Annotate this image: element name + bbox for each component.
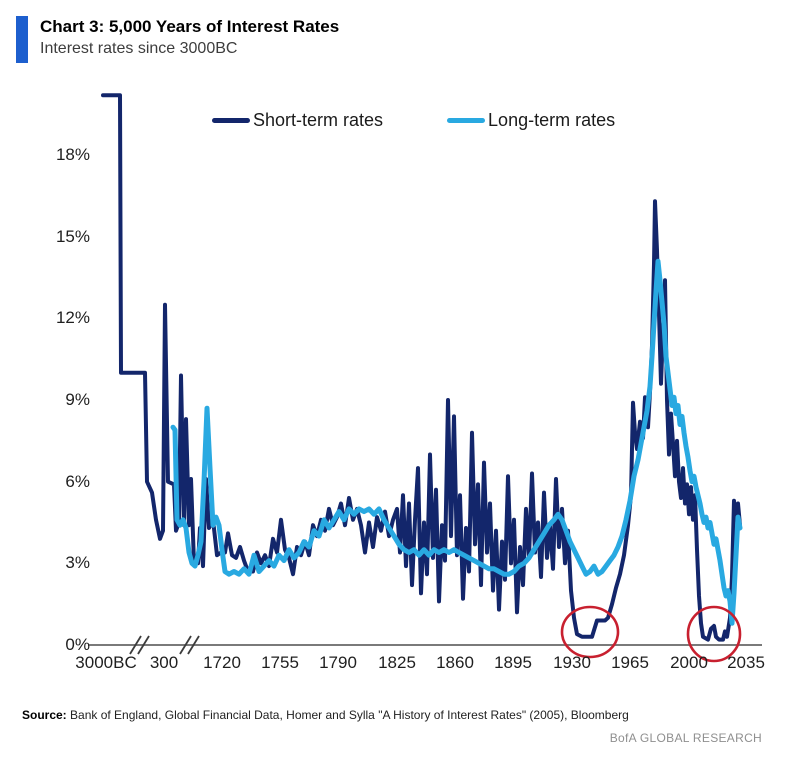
legend-label-short-term: Short-term rates bbox=[253, 110, 384, 130]
x-tick-label: 1965 bbox=[611, 653, 649, 672]
x-tick-label: 1720 bbox=[203, 653, 241, 672]
x-tick-label: 1895 bbox=[494, 653, 532, 672]
source-text: Bank of England, Global Financial Data, … bbox=[66, 708, 629, 722]
source-line: Source: Bank of England, Global Financia… bbox=[22, 708, 629, 722]
y-tick-label: 6% bbox=[65, 471, 90, 491]
y-tick-label: 18% bbox=[55, 145, 90, 165]
legend: Short-term rates Long-term rates bbox=[212, 110, 615, 131]
y-tick-label: 0% bbox=[65, 635, 90, 654]
y-tick-label: 9% bbox=[65, 390, 90, 410]
chart-title: Chart 3: 5,000 Years of Interest Rates bbox=[40, 17, 340, 36]
legend-item-short-term: Short-term rates bbox=[212, 110, 383, 131]
y-tick-label: 15% bbox=[55, 226, 90, 246]
y-tick-label: 3% bbox=[65, 553, 90, 573]
chart-header: Chart 3: 5,000 Years of Interest Rates I… bbox=[16, 16, 339, 63]
x-tick-label: 2035 bbox=[727, 653, 765, 672]
x-tick-label: 1860 bbox=[436, 653, 474, 672]
accent-bar bbox=[16, 16, 28, 63]
x-tick-label: 1825 bbox=[378, 653, 416, 672]
x-tick-label: 1790 bbox=[319, 653, 357, 672]
legend-item-long-term: Long-term rates bbox=[447, 110, 615, 131]
x-tick-label: 1755 bbox=[261, 653, 299, 672]
x-tick-label: 300 bbox=[149, 653, 179, 672]
header-text-block: Chart 3: 5,000 Years of Interest Rates I… bbox=[40, 16, 339, 63]
x-tick-label: 1930 bbox=[553, 653, 591, 672]
source-label: Source: bbox=[22, 708, 67, 722]
legend-label-long-term: Long-term rates bbox=[488, 110, 616, 130]
x-tick-label: 3000BC bbox=[75, 653, 137, 672]
y-tick-label: 12% bbox=[55, 308, 90, 328]
brand-text: BofA GLOBAL RESEARCH bbox=[609, 731, 762, 745]
long-term-line-icon bbox=[447, 118, 486, 123]
short-term-line-icon bbox=[212, 118, 250, 123]
chart-subtitle: Interest rates since 3000BC bbox=[40, 40, 238, 57]
x-tick-label: 2000 bbox=[670, 653, 708, 672]
